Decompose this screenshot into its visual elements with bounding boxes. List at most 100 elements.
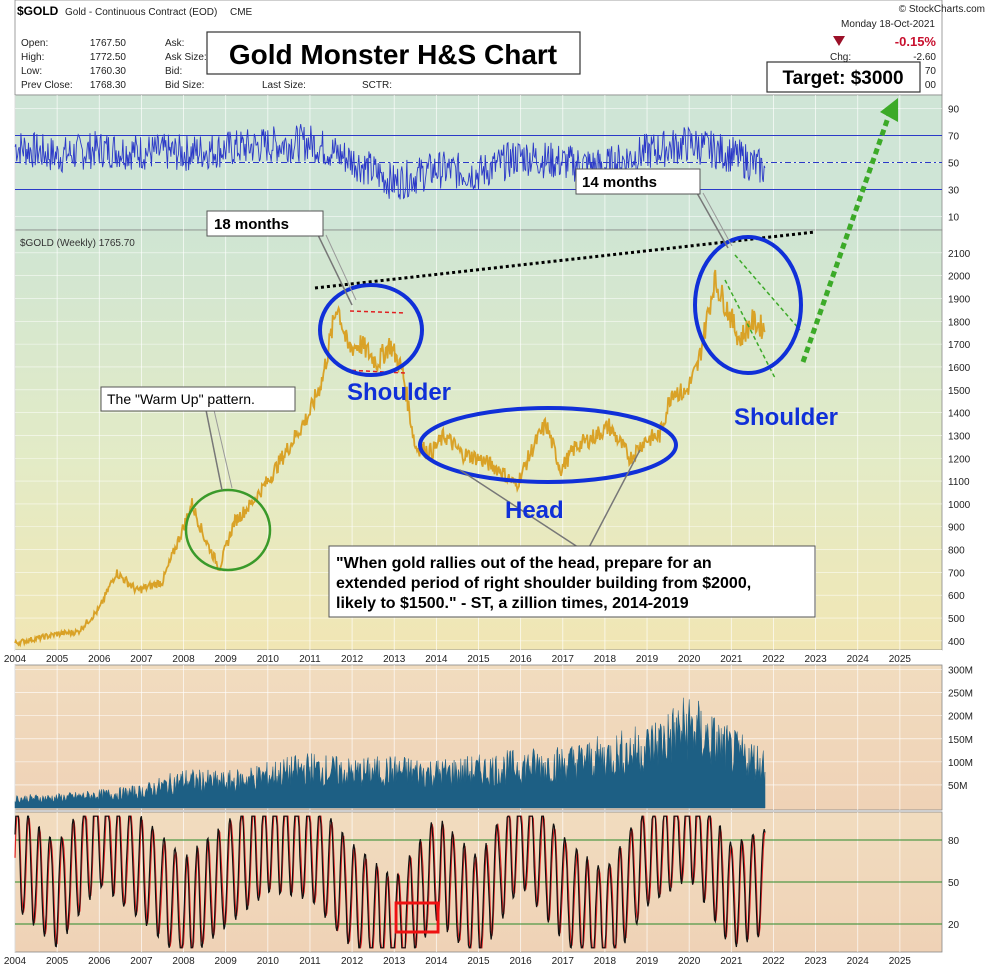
leader-warmup [205, 409, 223, 491]
x-tick-label: 2004 [4, 654, 27, 665]
price-tick-label: 1500 [948, 386, 971, 397]
warmup-ellipse [184, 488, 272, 572]
exchange-label: CME [230, 7, 253, 18]
partial-value-2: 00 [925, 80, 937, 91]
x-tick-label: 2020 [678, 956, 701, 967]
quote-line-2: extended period of right shoulder buildi… [336, 575, 751, 592]
sctr-label: SCTR: [362, 80, 392, 91]
callout-14-months [575, 168, 701, 195]
source-label: © StockCharts.com [899, 4, 985, 15]
stochastic-tick-label: 50 [948, 878, 960, 889]
x-tick-label: 2022 [762, 654, 785, 665]
x-tick-label: 2013 [383, 654, 406, 665]
x-tick-label: 2017 [552, 956, 575, 967]
x-tick-label: 2018 [594, 654, 617, 665]
quote-label: High: [21, 52, 44, 63]
resistance-line [349, 310, 406, 314]
volume-tick-label: 300M [948, 666, 973, 677]
price-tick-label: 1100 [948, 477, 970, 488]
x-tick-label: 2004 [4, 956, 27, 967]
callout-warmup-text: The "Warm Up" pattern. [107, 391, 255, 407]
rsi-tick-label: 90 [948, 105, 960, 116]
target-arrow-head [880, 98, 898, 122]
right-shoulder-ellipse [693, 235, 803, 375]
rsi-tick-label: 30 [948, 186, 960, 197]
chart-title: Gold Monster H&S Chart [229, 39, 557, 70]
price-series [14, 269, 766, 648]
x-tick-label: 2014 [425, 654, 448, 665]
change-pct: -0.15% [895, 34, 937, 49]
quote-label: Low: [21, 66, 42, 77]
price-tick-label: 1900 [948, 294, 971, 305]
x-tick-label: 2016 [510, 956, 533, 967]
x-tick-label: 2009 [215, 956, 238, 967]
channel-upper [734, 254, 801, 331]
price-line [14, 269, 766, 648]
rsi-tick-label: 70 [948, 132, 960, 143]
quote-line-1: "When gold rallies out of the head, prep… [336, 555, 712, 572]
x-tick-label: 2022 [762, 956, 785, 967]
price-tick-label: 800 [948, 546, 965, 557]
price-tick-label: 1800 [948, 317, 971, 328]
x-tick-label: 2020 [678, 654, 701, 665]
x-tick-label: 2009 [215, 654, 238, 665]
x-tick-label: 2025 [889, 654, 912, 665]
x-tick-label: 2024 [847, 654, 870, 665]
left-shoulder-label: Shoulder [347, 379, 451, 406]
stochastic-tick-label: 20 [948, 920, 960, 931]
stochastic-d-line [14, 815, 766, 949]
price-tick-label: 1600 [948, 363, 971, 374]
x-tick-label: 2024 [847, 956, 870, 967]
price-tick-label: 1300 [948, 431, 971, 442]
quote-value: 1772.50 [90, 52, 127, 63]
x-tick-label: 2012 [341, 654, 364, 665]
symbol-label: $GOLD [17, 4, 59, 18]
left-shoulder-ellipse [318, 283, 424, 377]
target-label: Target: $3000 [782, 68, 903, 89]
x-tick-label: 2011 [299, 956, 321, 967]
leader-14-months [696, 192, 729, 249]
volume-tick-label: 250M [948, 689, 973, 700]
stochastic-highlight [394, 901, 440, 934]
x-tick-label: 2012 [341, 956, 364, 967]
x-tick-label: 2017 [552, 654, 575, 665]
down-triangle-icon [833, 36, 845, 46]
right-shoulder-label: Shoulder [734, 404, 838, 431]
volume-tick-label: 50M [948, 781, 967, 792]
rsi-tick-label: 50 [948, 159, 960, 170]
channel-lower [724, 279, 776, 379]
last-size-label: Last Size: [262, 80, 306, 91]
x-tick-label: 2008 [172, 956, 195, 967]
quote-value: 1760.30 [90, 66, 127, 77]
quote-label-secondary: Ask: [165, 38, 184, 49]
x-tick-label: 2025 [889, 956, 912, 967]
x-tick-label: 2007 [130, 956, 153, 967]
instrument-name: Gold - Continuous Contract (EOD) [65, 7, 217, 18]
x-tick-label: 2006 [88, 956, 111, 967]
leader-18-months [317, 234, 353, 306]
volume-tick-label: 200M [948, 712, 973, 723]
price-tick-label: 2000 [948, 272, 971, 283]
date-label: Monday 18-Oct-2021 [841, 19, 935, 30]
x-tick-label: 2006 [88, 654, 111, 665]
x-tick-label: 2023 [804, 956, 827, 967]
stochastic-k-line [14, 815, 766, 949]
rsi-tick-label: 10 [948, 213, 960, 224]
title-box [206, 31, 581, 75]
x-tick-label: 2011 [299, 654, 321, 665]
rsi-series [14, 124, 766, 200]
stochastic-series [14, 815, 766, 949]
price-legend: $GOLD (Weekly) 1765.70 [20, 238, 135, 249]
quote-label-secondary: Ask Size: [165, 52, 207, 63]
x-tick-label: 2015 [467, 956, 490, 967]
price-tick-label: 400 [948, 637, 965, 648]
x-tick-label: 2019 [636, 956, 659, 967]
x-tick-label: 2021 [720, 956, 743, 967]
price-tick-label: 1200 [948, 454, 971, 465]
quote-value: 1768.30 [90, 80, 127, 91]
volume-series [14, 697, 766, 809]
x-tick-label: 2018 [594, 956, 617, 967]
quote-box [328, 545, 816, 618]
callout-18-months-text: 18 months [214, 216, 289, 233]
quote-value: 1767.50 [90, 38, 127, 49]
